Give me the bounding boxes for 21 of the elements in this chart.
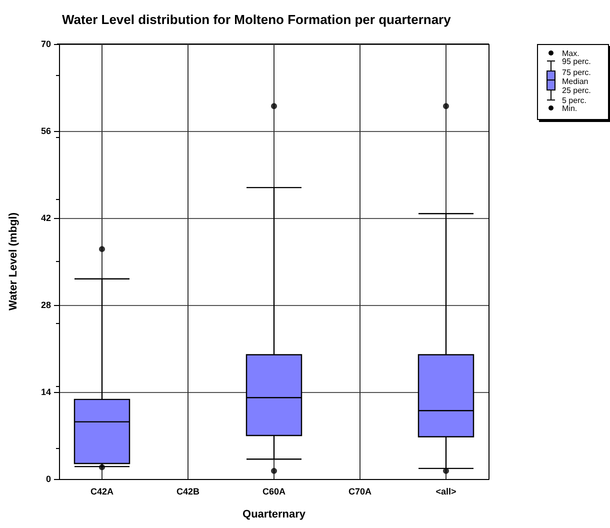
- x-axis-title: Quarternary: [242, 508, 306, 520]
- x-tick-label: <all>: [436, 486, 456, 496]
- y-tick-label: 14: [40, 387, 51, 397]
- chart-title: Water Level distribution for Molteno Formation per quarternary: [62, 12, 452, 27]
- y-tick-label: 70: [40, 39, 51, 49]
- x-tick-label: C70A: [348, 486, 372, 496]
- y-tick-label: 0: [46, 474, 51, 484]
- y-tick-label: 28: [40, 300, 51, 310]
- text: Min.: [562, 104, 578, 113]
- text: 5 perc.: [562, 96, 586, 105]
- x-tick-label: C60A: [262, 486, 286, 496]
- text: Max.: [562, 49, 580, 58]
- x-tick-label: C42B: [176, 486, 200, 496]
- y-tick-label: 56: [40, 126, 51, 136]
- text: 25 perc.: [562, 86, 591, 95]
- y-axis-title: Water Level (mbgl): [8, 212, 20, 310]
- text: 75 perc.: [562, 68, 591, 77]
- x-tick-label: C42A: [90, 486, 114, 496]
- y-tick-label: 42: [40, 213, 51, 223]
- text: Median: [562, 77, 588, 86]
- text: 95 perc.: [562, 57, 591, 66]
